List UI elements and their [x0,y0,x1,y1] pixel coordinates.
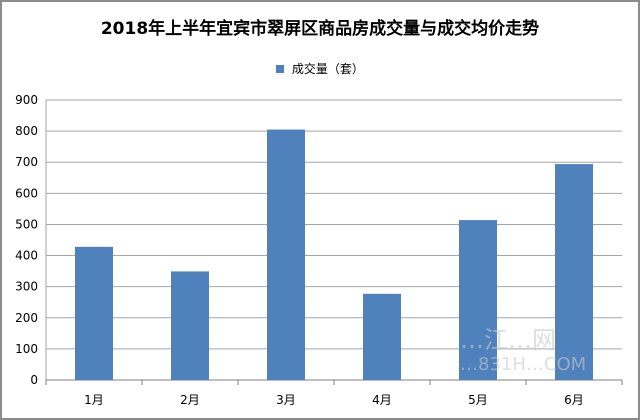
y-tick-label: 100 [15,342,38,356]
x-tick-label: 2月 [180,393,200,407]
bar [267,129,305,380]
x-tick-label: 4月 [372,393,392,407]
y-tick-label: 200 [15,311,38,325]
legend-label: 成交量（套） [291,62,364,76]
bar [75,246,113,380]
y-tick-label: 300 [15,280,38,294]
x-tick-label: 3月 [276,393,296,407]
legend-swatch [276,64,285,73]
y-tick-label: 900 [15,93,38,107]
y-tick-label: 500 [15,217,38,231]
x-tick-label: 6月 [564,393,584,407]
y-tick-label: 600 [15,186,38,200]
y-tick-label: 800 [15,124,38,138]
legend: 成交量（套） [2,60,638,77]
x-tick-label: 5月 [468,393,488,407]
bar [171,271,209,380]
y-tick-label: 400 [15,249,38,263]
bar [459,220,497,380]
bar [363,293,401,380]
x-tick-label: 1月 [84,393,104,407]
bar [555,164,593,380]
chart-title: 2018年上半年宜宾市翠屏区商品房成交量与成交均价走势 [100,19,540,39]
y-tick-label: 700 [15,155,38,169]
y-tick-label: 0 [30,373,38,387]
